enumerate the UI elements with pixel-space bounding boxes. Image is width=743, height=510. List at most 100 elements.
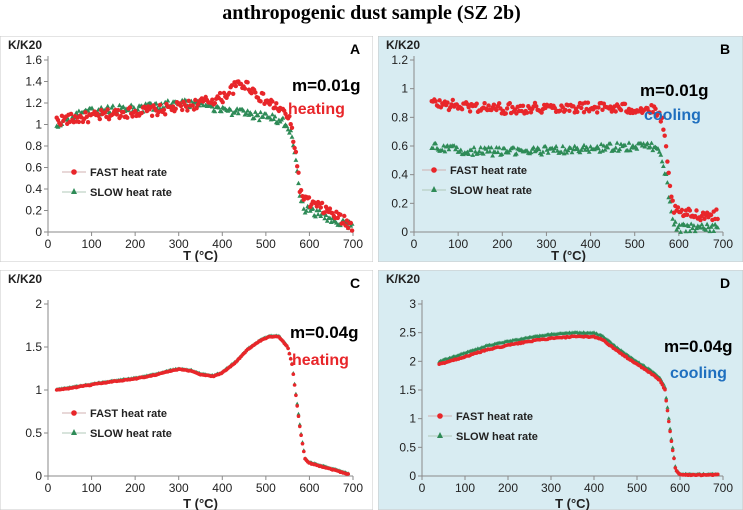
data-point [289, 125, 295, 130]
data-point [600, 148, 605, 153]
legend-label-slow: SLOW heat rate [90, 428, 172, 440]
data-point [641, 141, 646, 146]
data-point [579, 105, 584, 111]
data-point [658, 152, 664, 157]
data-point [494, 107, 499, 113]
y-tick-label: 0.6 [25, 161, 42, 175]
data-point [210, 97, 215, 102]
y-tick-label: 1 [401, 82, 408, 96]
data-point [627, 147, 633, 153]
data-point [499, 151, 505, 156]
data-point [557, 108, 563, 113]
data-point [292, 145, 297, 151]
data-point [536, 146, 542, 151]
data-point [524, 110, 530, 115]
data-point [670, 198, 675, 203]
data-point [502, 146, 507, 151]
data-point [476, 148, 482, 154]
data-point [504, 106, 510, 111]
data-point [304, 208, 309, 213]
data-point [672, 219, 678, 224]
data-point [649, 140, 654, 145]
data-point [716, 472, 720, 477]
x-tick-label: 500 [625, 237, 645, 251]
figure-title: anthropogenic dust sample (SZ 2b) [222, 2, 521, 24]
data-point [319, 200, 325, 206]
data-point [318, 213, 324, 218]
data-point [302, 449, 306, 454]
data-point [149, 113, 155, 119]
data-point [290, 362, 294, 366]
data-point [293, 149, 299, 155]
y-tick-label: 1 [35, 383, 42, 397]
y-axis-label: K/K20 [8, 38, 42, 52]
data-point [699, 222, 705, 227]
data-point [261, 91, 266, 96]
data-point [539, 110, 544, 115]
data-point [596, 146, 601, 151]
x-tick-label: 0 [45, 481, 52, 495]
series-fast [437, 334, 720, 478]
legend-marker-slow [431, 186, 437, 192]
data-point [466, 151, 472, 156]
data-point [507, 101, 512, 106]
data-point [474, 101, 479, 106]
data-point [295, 164, 300, 169]
data-point [178, 103, 184, 109]
legend-marker-slow [437, 432, 443, 438]
x-axis-label: T (°C) [551, 248, 586, 262]
data-point [180, 107, 185, 113]
data-point [650, 110, 655, 115]
data-point [534, 104, 539, 109]
data-point [694, 225, 699, 231]
data-point [663, 171, 669, 176]
panel-c: 0 100 200 300 400 500 600 700 0 0.5 1 1.5 2 K/K20 T (°… [0, 270, 373, 510]
data-point [714, 207, 719, 212]
data-point [317, 207, 322, 213]
data-point [622, 142, 628, 147]
data-point [258, 109, 263, 115]
data-point [221, 90, 227, 96]
x-axis-label: T (°C) [183, 496, 218, 510]
data-point [292, 383, 297, 387]
data-point [212, 109, 218, 114]
y-tick-label: 0.4 [391, 168, 408, 182]
x-tick-label: 500 [627, 481, 647, 495]
data-point [565, 147, 571, 153]
data-point [478, 145, 484, 150]
data-point [157, 102, 163, 108]
panel-letter: A [350, 41, 360, 57]
chart-b: 0 100 200 300 400 500 600 700 0 0.2 0.4 0.6 0.8 1 1.2K… [378, 36, 743, 262]
data-point [612, 148, 617, 153]
x-tick-label: 600 [669, 237, 689, 251]
data-point [441, 143, 446, 148]
data-point [183, 104, 189, 109]
data-point [190, 103, 195, 108]
data-point [121, 104, 126, 109]
data-point [658, 119, 663, 124]
data-point [260, 114, 266, 119]
x-tick-label: 100 [82, 481, 102, 495]
data-point [295, 401, 300, 406]
y-tick-label: 3 [409, 297, 416, 311]
data-point [298, 188, 304, 193]
data-point [514, 151, 519, 156]
data-point [660, 382, 665, 387]
x-tick-label: 300 [169, 237, 189, 251]
data-point [125, 115, 130, 120]
data-point [194, 106, 199, 111]
y-tick-label: 1.2 [391, 53, 408, 67]
data-point [163, 112, 168, 117]
data-point [287, 351, 292, 356]
data-point [293, 157, 299, 162]
data-point [679, 207, 685, 213]
data-point [186, 98, 191, 103]
data-point [466, 105, 471, 110]
data-point [161, 107, 167, 113]
data-point [647, 144, 653, 149]
data-point [68, 111, 74, 117]
legend-marker-fast [71, 410, 77, 416]
data-point [586, 149, 592, 154]
data-point [165, 98, 171, 103]
data-point [459, 107, 465, 112]
